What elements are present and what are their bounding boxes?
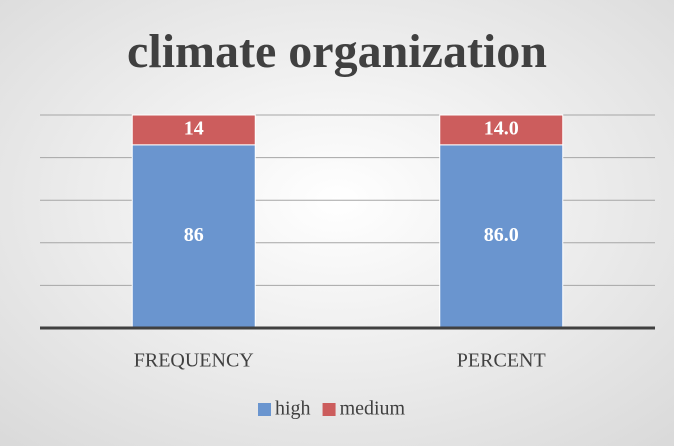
- legend-swatch: [258, 403, 271, 416]
- bar-segment: [131, 144, 256, 329]
- legend-label: high: [275, 398, 311, 420]
- legend-label: medium: [340, 398, 406, 420]
- x-tick-label: PERCENT: [457, 350, 546, 372]
- x-tick-label: FREQUENCY: [134, 350, 254, 372]
- chart-title: climate organization: [127, 25, 547, 78]
- value-label: 14.0: [484, 118, 519, 140]
- bar-segment: [439, 114, 564, 146]
- value-label: 14: [184, 118, 204, 140]
- legend-swatch: [322, 403, 336, 416]
- bar-segment: [131, 114, 256, 146]
- value-label: 86: [184, 224, 204, 246]
- value-label: 86.0: [484, 224, 519, 246]
